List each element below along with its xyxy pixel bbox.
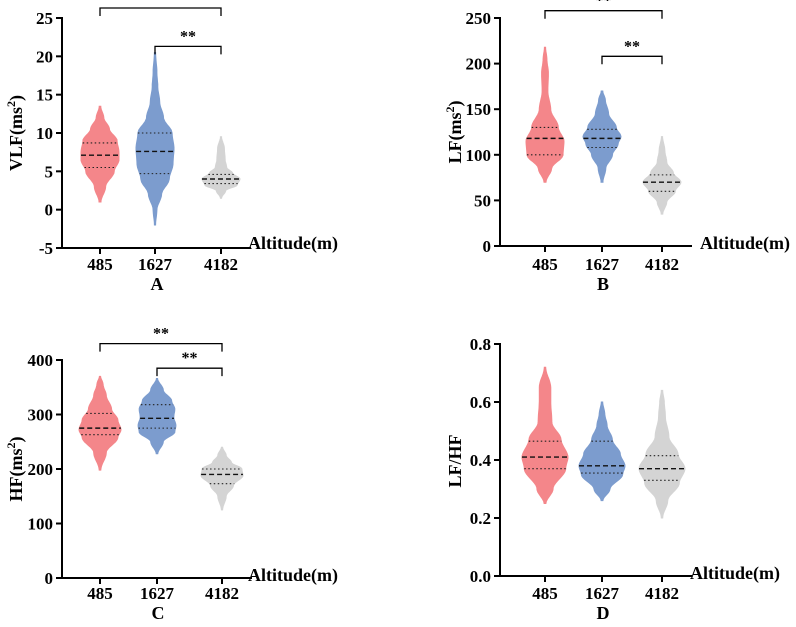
y-tick-label: 5 [45, 162, 54, 181]
y-axis-title: LF(ms2) [443, 101, 466, 164]
significance-bracket [99, 343, 223, 352]
violin-4182 [201, 136, 241, 199]
x-axis-title: Altitude(m) [700, 233, 790, 254]
y-tick-label: 150 [466, 100, 492, 119]
panel-C: 0 100 200 300 400 485 1627 4182 Altitude(m) HF(ms… [4, 326, 338, 623]
y-tick-label: -5 [39, 239, 53, 258]
y-tick-label: 200 [28, 460, 54, 479]
y-tick-label: 50 [474, 191, 491, 210]
violin-1627 [135, 52, 175, 226]
panel-label: C [152, 603, 165, 622]
y-axis-title: VLF(ms2) [4, 95, 27, 171]
y-tick-label: 0.8 [470, 335, 491, 354]
y-tick-label: 0.4 [470, 451, 492, 470]
significance-label: ** [182, 350, 198, 367]
x-tick-label: 4182 [645, 584, 679, 603]
violin-4182 [638, 389, 686, 519]
y-axis-title: LF/HF [445, 434, 465, 487]
y-tick-label: 400 [28, 351, 54, 370]
x-tick-label: 485 [87, 584, 113, 603]
y-tick-label: 100 [466, 146, 492, 165]
significance-bracket [154, 45, 222, 55]
x-tick-label: 1627 [585, 255, 620, 274]
x-axis-title: Altitude(m) [248, 565, 338, 586]
violin-485 [521, 366, 569, 504]
significance-label: ** [596, 0, 612, 10]
significance-bracket [544, 10, 663, 19]
x-tick-label: 4182 [645, 255, 679, 274]
significance-label: ** [180, 28, 196, 45]
panel-A: -5 0 5 10 15 20 25 485 1627 4182 Altitude(m) VLF(ms… [4, 0, 338, 294]
violin-485 [80, 105, 120, 203]
significance-label: * [157, 0, 165, 7]
x-tick-label: 485 [532, 255, 558, 274]
violin-485 [525, 46, 565, 183]
x-tick-label: 485 [87, 255, 113, 274]
violin-1627 [582, 90, 622, 183]
y-tick-label: 0.0 [470, 567, 491, 586]
x-axis-title: Altitude(m) [690, 563, 780, 584]
y-tick-label: 0 [45, 569, 54, 588]
y-tick-label: 250 [466, 9, 492, 28]
significance-label: ** [153, 326, 169, 343]
y-tick-label: 25 [36, 9, 53, 28]
x-tick-label: 4182 [204, 255, 238, 274]
y-tick-label: 0.2 [470, 509, 491, 528]
violin-1627 [578, 401, 626, 502]
y-tick-label: 15 [36, 86, 53, 105]
panel-label: B [597, 274, 609, 294]
significance-bracket [601, 55, 663, 65]
y-tick-label: 300 [28, 406, 54, 425]
panel-B: 0 50 100 150 200 250 485 1627 4182 Altitude(m) LF(… [443, 0, 790, 294]
y-axis-title: HF(ms2) [4, 437, 27, 502]
panel-label: A [151, 274, 164, 294]
significance-label: ** [624, 38, 640, 55]
y-tick-label: 100 [28, 515, 54, 534]
violin-4182 [200, 446, 244, 511]
x-tick-label: 1627 [140, 584, 175, 603]
y-tick-label: 200 [466, 55, 492, 74]
significance-bracket [99, 7, 222, 17]
x-tick-label: 1627 [585, 584, 620, 603]
panel-label: D [597, 603, 610, 622]
x-tick-label: 485 [532, 584, 558, 603]
y-tick-label: 0 [45, 201, 54, 220]
x-tick-label: 1627 [138, 255, 173, 274]
panel-D: 0.0 0.2 0.4 0.6 0.8 485 1627 4182 Altitude(m) LF/… [445, 335, 780, 623]
x-axis-title: Altitude(m) [248, 233, 338, 254]
violin-485 [78, 375, 122, 471]
violin-1627 [137, 378, 177, 455]
y-tick-label: 10 [36, 124, 53, 143]
y-tick-label: 20 [36, 47, 53, 66]
x-tick-label: 4182 [205, 584, 239, 603]
significance-bracket [156, 367, 223, 377]
y-tick-label: 0 [483, 237, 492, 256]
y-tick-label: 0.6 [470, 393, 491, 412]
